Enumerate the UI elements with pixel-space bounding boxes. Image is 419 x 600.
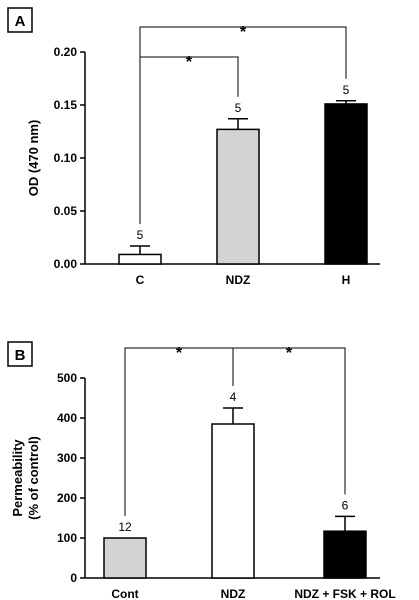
panel-b-category-label-1: NDZ (221, 587, 246, 600)
panel-b-label: B (15, 347, 26, 364)
panel-a-category-label-0: C (136, 273, 145, 287)
panel-b-bar-0 (103, 537, 147, 579)
panel-a-n-label-1: 5 (235, 101, 242, 115)
panel-b: B 0 100 200 300 400 500 Permeability(% of cont… (7, 341, 396, 600)
panel-b-y-tick-label: 0 (70, 571, 77, 585)
panel-a-y-axis-title: OD (470 nm) (26, 120, 41, 197)
panel-b-y-tick-label: 100 (57, 531, 77, 545)
panel-a-bar-2 (324, 103, 368, 265)
panel-b-y-tick-label: 500 (57, 371, 77, 385)
panel-b-significance-label-0: * (176, 345, 183, 362)
panel-a-significance-label-1: * (240, 24, 247, 41)
panel-a-y-axis-title-line: OD (470 nm) (26, 120, 41, 197)
panel-a-significance-label-0: * (186, 54, 193, 71)
panel-a-significance-bracket-1 (139, 26, 347, 224)
panel-b-n-label-0: 12 (118, 520, 132, 534)
panel-a: A 0.00 0.05 0.10 0.15 0.20 OD (470 nm) 5 C 5 NDZ 5… (7, 7, 380, 287)
panel-b-y-tick-label: 200 (57, 491, 77, 505)
panel-a-category-label-2: H (342, 273, 351, 287)
panel-b-y-tick-label: 400 (57, 411, 77, 425)
panel-b-significance-bracket-1 (232, 347, 346, 495)
panel-a-y-tick-label: 0.15 (54, 98, 78, 112)
panel-b-significance-label-1: * (286, 345, 293, 362)
panel-a-bar-0 (118, 253, 162, 265)
panel-b-category-label-0: Cont (111, 587, 138, 600)
panel-a-n-label-0: 5 (137, 228, 144, 242)
panel-b-n-label-2: 6 (342, 498, 349, 512)
panel-a-y-tick-label: 0.20 (54, 45, 78, 59)
panel-b-y-axis-title-line: (% of control) (26, 436, 41, 520)
panel-b-y-axis-title-line: Permeability (10, 439, 25, 517)
panel-a-label: A (15, 13, 26, 30)
panel-a-category-label-1: NDZ (226, 273, 251, 287)
panel-a-n-label-2: 5 (343, 83, 350, 97)
panel-b-y-tick-label: 300 (57, 451, 77, 465)
panel-b-n-label-1: 4 (230, 390, 237, 404)
panel-a-bar-1 (216, 128, 260, 265)
panel-b-bar-2 (323, 530, 367, 579)
panel-b-category-label-2: NDZ + FSK + ROL (294, 587, 395, 600)
panel-a-y-tick-label: 0.05 (54, 204, 78, 218)
panel-a-label-box (7, 7, 33, 33)
panel-a-y-tick-label: 0.10 (54, 151, 78, 165)
panel-a-y-tick-label: 0.00 (54, 257, 78, 271)
panel-b-bar-1 (211, 423, 255, 579)
panel-b-label-box (7, 341, 33, 367)
panel-b-y-axis-title: Permeability(% of control) (10, 436, 41, 520)
